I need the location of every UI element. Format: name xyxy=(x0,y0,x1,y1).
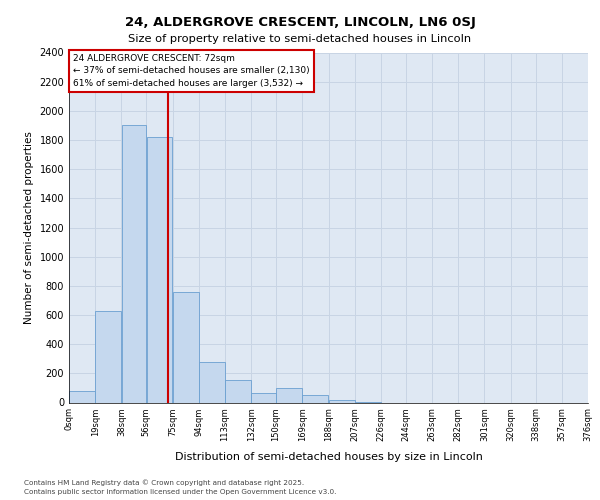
Y-axis label: Number of semi-detached properties: Number of semi-detached properties xyxy=(24,131,34,324)
Bar xyxy=(329,400,355,402)
Text: 24, ALDERGROVE CRESCENT, LINCOLN, LN6 0SJ: 24, ALDERGROVE CRESCENT, LINCOLN, LN6 0S… xyxy=(125,16,475,29)
Bar xyxy=(95,310,121,402)
Bar xyxy=(276,388,302,402)
Bar xyxy=(251,393,276,402)
Bar xyxy=(199,362,225,403)
Text: Contains public sector information licensed under the Open Government Licence v3: Contains public sector information licen… xyxy=(24,489,337,495)
Bar xyxy=(146,137,172,402)
X-axis label: Distribution of semi-detached houses by size in Lincoln: Distribution of semi-detached houses by … xyxy=(175,452,482,462)
Text: Contains HM Land Registry data © Crown copyright and database right 2025.: Contains HM Land Registry data © Crown c… xyxy=(24,480,304,486)
Bar xyxy=(225,380,251,402)
Bar xyxy=(122,126,146,402)
Bar xyxy=(69,391,95,402)
Text: 24 ALDERGROVE CRESCENT: 72sqm
← 37% of semi-detached houses are smaller (2,130)
: 24 ALDERGROVE CRESCENT: 72sqm ← 37% of s… xyxy=(73,54,310,88)
Text: Size of property relative to semi-detached houses in Lincoln: Size of property relative to semi-detach… xyxy=(128,34,472,43)
Bar xyxy=(302,395,328,402)
Bar xyxy=(173,292,199,403)
